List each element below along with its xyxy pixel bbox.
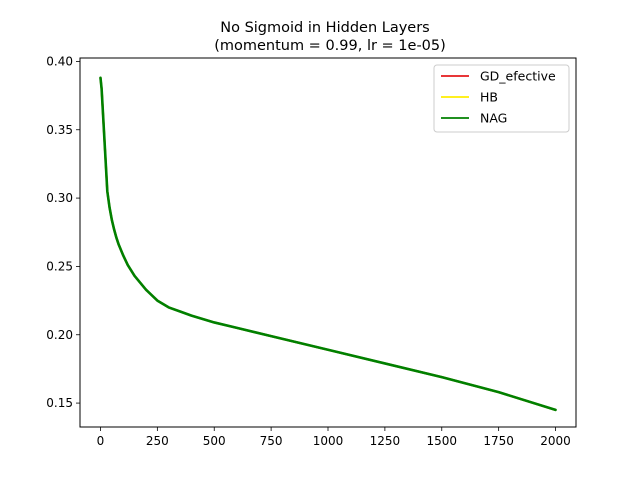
- legend-label: HB: [480, 90, 498, 105]
- plot-frame: [79, 57, 577, 428]
- y-tick-label: 0.20: [46, 328, 73, 342]
- legend-label: NAG: [480, 111, 507, 126]
- x-tick-label: 500: [203, 434, 226, 448]
- chart-subtitle: (momentum = 0.99, lr = 1e-05): [214, 38, 446, 54]
- x-tick-label: 1250: [370, 434, 401, 448]
- x-tick-label: 750: [260, 434, 283, 448]
- legend-box: [433, 64, 570, 133]
- series-line-nag: [99, 76, 557, 412]
- x-tick-label: 1750: [483, 434, 514, 448]
- y-tick-label: 0.15: [46, 396, 73, 410]
- x-tick-label: 1500: [426, 434, 457, 448]
- y-tick-label: 0.30: [46, 191, 73, 205]
- chart-title: No Sigmoid in Hidden Layers: [220, 20, 429, 36]
- y-tick-label: 0.35: [46, 123, 73, 137]
- x-axis: 0 250 500 750 1000 1250 1500 1750 2000: [97, 427, 571, 448]
- y-tick-label: 0.25: [46, 259, 73, 273]
- x-tick-label: 2000: [540, 434, 571, 448]
- x-tick-label: 1000: [313, 434, 344, 448]
- plot-series: [99, 76, 557, 412]
- legend-label: GD_efective: [480, 69, 556, 84]
- y-axis: 0.15 0.20 0.25 0.30 0.35 0.40: [46, 54, 80, 410]
- legend: GD_efective HB NAG: [433, 64, 570, 133]
- x-tick-label: 0: [97, 434, 105, 448]
- y-tick-label: 0.40: [46, 54, 73, 68]
- x-tick-label: 250: [146, 434, 169, 448]
